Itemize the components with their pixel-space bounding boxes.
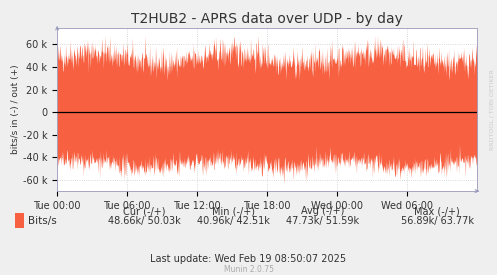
Text: Cur (-/+): Cur (-/+): [123, 207, 166, 216]
Text: 56.89k/ 63.77k: 56.89k/ 63.77k: [401, 216, 474, 226]
Title: T2HUB2 - APRS data over UDP - by day: T2HUB2 - APRS data over UDP - by day: [131, 12, 403, 26]
Text: 48.66k/ 50.03k: 48.66k/ 50.03k: [108, 216, 180, 226]
Y-axis label: bits/s in (-) / out (+): bits/s in (-) / out (+): [11, 65, 20, 154]
Text: Max (-/+): Max (-/+): [414, 207, 460, 216]
Text: 47.73k/ 51.59k: 47.73k/ 51.59k: [286, 216, 360, 226]
Text: Min (-/+): Min (-/+): [212, 207, 255, 216]
Text: Avg (-/+): Avg (-/+): [301, 207, 345, 216]
Text: Last update: Wed Feb 19 08:50:07 2025: Last update: Wed Feb 19 08:50:07 2025: [151, 254, 346, 264]
Text: 40.96k/ 42.51k: 40.96k/ 42.51k: [197, 216, 270, 226]
Text: RRDTOOL / TOBI OETIKER: RRDTOOL / TOBI OETIKER: [490, 70, 495, 150]
Text: Bits/s: Bits/s: [28, 216, 57, 226]
Text: Munin 2.0.75: Munin 2.0.75: [224, 265, 273, 274]
